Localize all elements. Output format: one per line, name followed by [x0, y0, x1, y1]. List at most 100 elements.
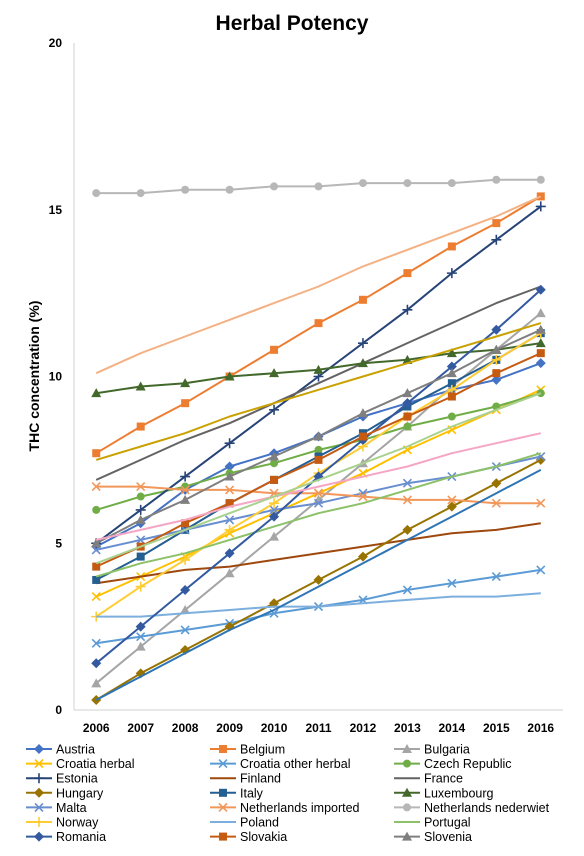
legend-entry: Malta: [26, 801, 87, 815]
data-point: [403, 803, 411, 812]
legend-label: Norway: [56, 816, 99, 830]
data-point: [270, 459, 279, 468]
data-point: [446, 268, 457, 279]
data-point: [358, 432, 367, 441]
data-point: [91, 545, 101, 555]
data-point: [224, 524, 235, 535]
data-point: [180, 485, 190, 495]
data-point: [358, 491, 368, 502]
y-tick-label: 5: [55, 536, 62, 550]
data-point: [136, 632, 146, 642]
series-romania: [91, 284, 546, 669]
x-tick-label: 2014: [439, 721, 466, 735]
legend-entry: France: [394, 772, 463, 786]
data-point: [180, 471, 191, 482]
data-point: [535, 308, 546, 318]
data-point: [270, 182, 279, 191]
data-point: [92, 189, 101, 198]
data-point: [403, 412, 412, 421]
series-line: [95, 285, 542, 481]
data-point: [402, 398, 413, 409]
data-point: [491, 374, 502, 385]
data-point: [180, 625, 190, 635]
data-point: [91, 678, 102, 688]
data-point: [269, 531, 280, 541]
data-point: [91, 388, 102, 398]
data-point: [135, 621, 146, 632]
data-point: [402, 787, 412, 797]
data-point: [225, 485, 235, 495]
data-point: [491, 344, 502, 354]
series-estonia: [91, 201, 546, 549]
data-point: [269, 451, 280, 461]
series-line: [95, 322, 542, 461]
legend: Austria Belgium Bulgaria Croatia herbal Croa…: [26, 743, 550, 844]
data-point: [135, 504, 146, 515]
x-tick-label: 2015: [483, 721, 510, 735]
legend-entry: Hungary: [26, 786, 104, 800]
series-line: [95, 392, 542, 565]
data-point: [447, 379, 456, 388]
series-poland: [96, 592, 541, 618]
data-point: [218, 802, 228, 812]
legend-label: Netherlands nederwiet: [424, 801, 550, 815]
data-point: [136, 422, 145, 431]
legend-entry: Finland: [210, 772, 281, 786]
data-point: [447, 392, 456, 401]
data-point: [136, 552, 145, 561]
series-netherlands-nederwiet: [92, 175, 545, 198]
data-point: [136, 481, 146, 492]
data-point: [403, 422, 412, 431]
data-point: [313, 364, 324, 374]
legend-entry: Netherlands nederwiet: [394, 801, 550, 815]
legend-label: Netherlands imported: [240, 801, 360, 815]
x-tick-label: 2006: [83, 721, 110, 735]
data-point: [491, 234, 502, 245]
data-point: [135, 581, 146, 592]
legend-entry: Norway: [26, 816, 99, 830]
data-point: [269, 511, 280, 522]
legend-label: Romania: [56, 830, 106, 844]
series-netherlands-imported: [91, 481, 546, 508]
data-point: [491, 572, 501, 582]
series-unlabeled-23: [95, 432, 542, 541]
y-tick-label: 20: [49, 36, 63, 50]
data-point: [536, 498, 546, 508]
series-france: [95, 285, 542, 481]
data-point: [357, 358, 368, 368]
legend-entry: Czech Republic: [394, 757, 512, 771]
data-point: [218, 759, 228, 769]
data-point: [219, 745, 227, 753]
legend-entry: Portugal: [394, 816, 471, 830]
data-point: [269, 404, 280, 415]
data-point: [313, 498, 324, 508]
legend-label: Croatia other herbal: [240, 757, 350, 771]
data-point: [224, 438, 235, 449]
legend-label: Austria: [56, 743, 95, 757]
data-point: [34, 787, 44, 798]
data-point: [181, 399, 190, 408]
data-point: [224, 548, 235, 559]
data-point: [402, 478, 412, 488]
data-point: [180, 554, 191, 565]
data-point: [402, 495, 412, 505]
data-point: [269, 498, 280, 509]
series-slovenia: [91, 324, 546, 548]
series-line: [96, 592, 541, 618]
legend-entry: Bulgaria: [394, 743, 470, 757]
data-point: [313, 431, 324, 441]
data-point: [219, 788, 227, 797]
data-point: [91, 538, 102, 548]
data-point: [34, 831, 44, 842]
data-point: [34, 817, 44, 827]
data-point: [535, 284, 546, 295]
data-point: [91, 658, 102, 669]
data-point: [447, 412, 456, 421]
data-point: [225, 499, 234, 508]
axes: 0 5 10 15 20 2006 2007 2008 2009 2010 2011 2012 2013…: [49, 36, 563, 735]
data-point: [402, 388, 413, 398]
legend-entry: Croatia herbal: [26, 757, 135, 771]
legend-label: Slovenia: [424, 830, 472, 844]
x-tick-label: 2013: [394, 721, 421, 735]
data-point: [181, 519, 190, 528]
